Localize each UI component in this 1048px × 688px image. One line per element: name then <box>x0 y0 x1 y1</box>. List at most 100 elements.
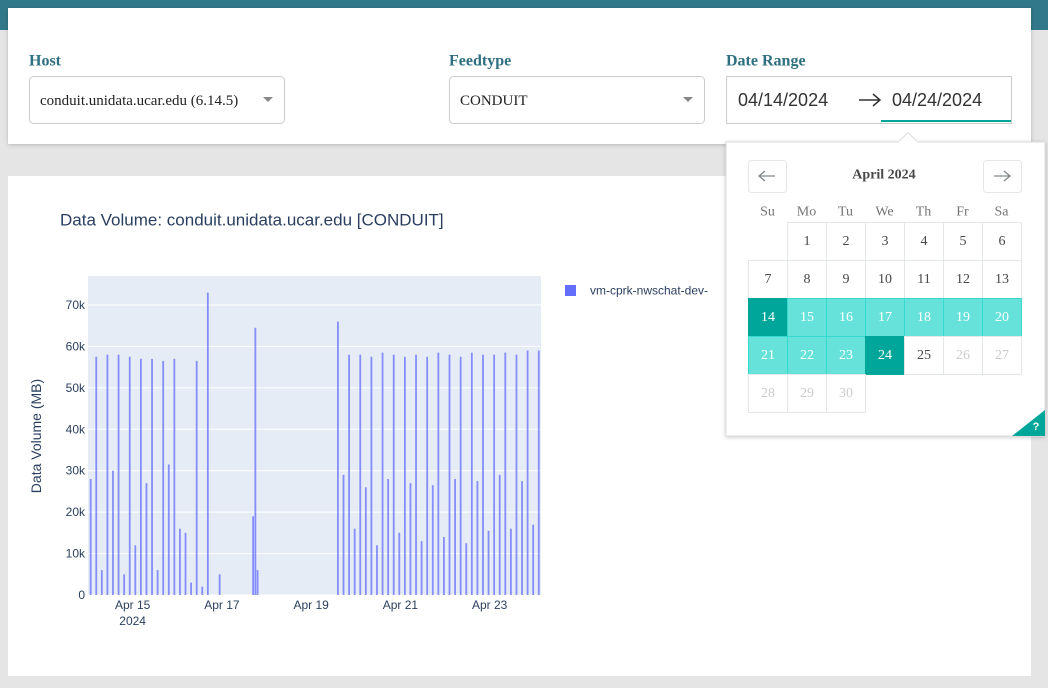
weekday: Th <box>916 205 932 220</box>
bar <box>139 358 142 595</box>
day-cell[interactable] <box>904 260 944 299</box>
day-cell[interactable] <box>943 222 983 261</box>
day-cell[interactable] <box>787 222 827 261</box>
weekday: Fr <box>956 205 969 220</box>
bar <box>370 356 373 595</box>
bar <box>482 354 484 595</box>
weekday: Mo <box>797 205 816 220</box>
x-tick-label: Apr 19 <box>293 598 329 612</box>
day: 29 <box>800 386 814 401</box>
bar <box>521 481 523 595</box>
x-year-label: 2024 <box>119 614 146 628</box>
day: 11 <box>917 272 930 287</box>
legend-label: vm-cprk-nwschat-dev- <box>590 284 708 298</box>
host-value: conduit.unidata.ucar.edu (6.14.5) <box>40 93 238 109</box>
bar <box>454 479 456 595</box>
bar <box>398 532 401 595</box>
x-tick-label: Apr 23 <box>472 598 508 612</box>
bar <box>337 321 339 595</box>
bar <box>173 358 176 595</box>
plot-area <box>88 276 541 595</box>
end-date[interactable]: 04/24/2024 <box>892 90 982 110</box>
day-cell[interactable] <box>748 260 788 299</box>
day-cell[interactable] <box>904 222 944 261</box>
x-tick-label: Apr 15 <box>115 598 151 612</box>
bar <box>89 479 92 595</box>
day: 19 <box>956 310 970 325</box>
bar <box>190 582 192 595</box>
day-cell[interactable] <box>748 336 788 375</box>
weekday: We <box>875 205 893 220</box>
y-tick-label: 30k <box>66 464 86 478</box>
bar <box>145 483 148 595</box>
bar <box>420 541 423 595</box>
date-range-label: Date Range <box>726 53 806 70</box>
day: 17 <box>878 310 892 325</box>
calendar: April 2024 ? Su Mo Tu We Th Fr Sa1 2 3 4 5 67 8 9 10 11… <box>725 131 1046 437</box>
month-title: April 2024 <box>852 168 915 183</box>
bar <box>151 358 153 595</box>
bar <box>426 356 429 595</box>
bar <box>509 528 512 595</box>
day: 15 <box>800 310 814 325</box>
day-cell[interactable] <box>787 374 827 413</box>
day-cell[interactable] <box>904 298 944 337</box>
day: 23 <box>839 348 853 363</box>
bar <box>184 532 187 595</box>
legend-swatch <box>565 285 576 296</box>
prev-icon <box>757 170 775 182</box>
bar <box>376 545 378 595</box>
day-cell[interactable] <box>982 260 1022 299</box>
popup-caret-fill <box>899 141 917 144</box>
weekday: Su <box>760 205 775 220</box>
start-date[interactable]: 04/14/2024 <box>738 90 828 110</box>
y-tick-label: 50k <box>66 381 86 395</box>
day-cell[interactable] <box>826 298 866 337</box>
day: 1 <box>804 234 811 249</box>
day-cell[interactable] <box>826 336 866 375</box>
x-tick-label: Apr 17 <box>204 598 240 612</box>
bar <box>448 354 451 595</box>
next-icon <box>994 170 1012 182</box>
bar <box>128 356 131 595</box>
y-axis-title: Data Volume (MB) <box>28 379 44 493</box>
bar <box>348 354 350 595</box>
bar <box>195 360 198 595</box>
day: 30 <box>839 386 853 401</box>
feedtype-select[interactable] <box>449 76 705 124</box>
bar <box>218 574 221 595</box>
day-cell[interactable] <box>865 222 905 261</box>
bar <box>252 516 255 595</box>
day: 10 <box>878 272 892 287</box>
bar <box>134 545 137 595</box>
day: 2 <box>843 234 850 249</box>
help-corner[interactable] <box>1012 410 1045 436</box>
day: 28 <box>761 386 775 401</box>
day-cell[interactable] <box>826 374 866 413</box>
day-cell[interactable] <box>904 336 944 375</box>
bar <box>476 481 479 595</box>
day-cell[interactable] <box>865 336 905 375</box>
bar <box>381 352 384 595</box>
host-select[interactable] <box>29 76 285 124</box>
bar <box>162 360 165 595</box>
day-cell[interactable] <box>787 336 827 375</box>
day: 24 <box>878 348 892 363</box>
popup-caret <box>897 131 919 143</box>
bar <box>206 292 209 595</box>
day: 26 <box>956 348 970 363</box>
bar <box>156 570 159 595</box>
day-cell[interactable] <box>943 336 983 375</box>
day-cell[interactable] <box>865 260 905 299</box>
day: 3 <box>882 234 889 249</box>
bar <box>526 350 529 595</box>
y-tick-label: 0 <box>78 588 85 602</box>
day: 14 <box>761 310 775 325</box>
day-cell[interactable] <box>865 298 905 337</box>
day-cell[interactable] <box>982 336 1022 375</box>
day-cell[interactable] <box>748 374 788 413</box>
y-tick-label: 20k <box>66 505 86 519</box>
help-text[interactable]: ? <box>1033 421 1040 433</box>
bar <box>537 350 540 595</box>
caret <box>263 97 273 102</box>
